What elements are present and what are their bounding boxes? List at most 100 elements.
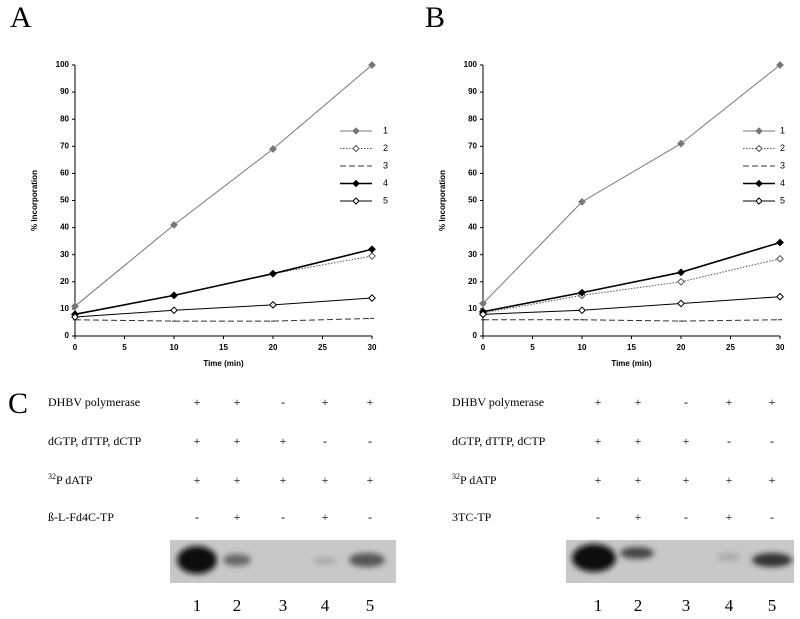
legend-marker	[755, 127, 763, 135]
y-tick-label: 90	[60, 87, 69, 96]
row-label: 32P dATP	[48, 472, 93, 487]
x-tick-label: 5	[122, 343, 127, 352]
legend-label: 5	[780, 195, 785, 205]
gel-right	[566, 540, 794, 583]
legend-marker	[352, 144, 360, 153]
series-line	[74, 64, 373, 307]
y-tick-label: 50	[468, 196, 477, 205]
row-label: dGTP, dTTP, dCTP	[48, 434, 142, 448]
x-tick-label: 0	[481, 343, 486, 352]
x-tick-label: 0	[73, 343, 78, 352]
point	[71, 302, 79, 311]
sign: +	[635, 510, 642, 524]
y-tick-label: 30	[468, 250, 477, 259]
y-axis-label: % Incorporation	[30, 170, 39, 231]
x-axis-label: Time (min)	[203, 359, 244, 368]
panel-letter: C	[8, 387, 28, 420]
legend-label: 1	[383, 125, 388, 135]
sign: +	[635, 395, 642, 409]
sign: +	[726, 510, 733, 524]
y-tick-label: 90	[468, 87, 477, 96]
row-label: DHBV polymerase	[452, 395, 544, 409]
point	[677, 268, 685, 277]
sign: +	[595, 434, 602, 448]
row-label: 3TC-TP	[452, 510, 492, 524]
x-tick-label: 25	[726, 343, 735, 352]
legend-marker	[755, 179, 763, 188]
series-line	[482, 64, 781, 304]
series-line	[482, 258, 781, 314]
lane-number: 4	[321, 596, 330, 615]
gel-left	[170, 540, 396, 583]
sign: -	[368, 434, 372, 448]
row-label: ß-L-Fd4C-TP	[48, 510, 114, 524]
y-tick-label: 60	[60, 169, 69, 178]
x-tick-label: 5	[530, 343, 535, 352]
point	[170, 220, 178, 229]
legend-label: 5	[383, 195, 388, 205]
sign: +	[635, 473, 642, 487]
point	[578, 306, 586, 315]
sign: +	[635, 434, 642, 448]
y-tick-label: 100	[56, 60, 70, 69]
point	[677, 299, 685, 308]
sign: -	[281, 510, 285, 524]
panel-letter: B	[425, 1, 445, 34]
sign: +	[322, 395, 329, 409]
sign: +	[367, 395, 374, 409]
point	[368, 294, 376, 302]
point	[368, 252, 376, 260]
point	[269, 145, 277, 153]
y-tick-label: 60	[468, 169, 477, 178]
sign: +	[194, 434, 201, 448]
row-label: dGTP, dTTP, dCTP	[452, 434, 546, 448]
legend-label: 2	[780, 143, 785, 153]
point	[479, 310, 487, 319]
y-tick-label: 20	[468, 277, 477, 286]
point	[776, 254, 784, 263]
y-tick-label: 50	[60, 196, 69, 205]
row-label: 32P dATP	[452, 472, 497, 487]
sign: +	[280, 473, 287, 487]
lane-number: 5	[768, 596, 777, 615]
legend-marker	[352, 179, 360, 188]
point	[71, 313, 79, 321]
x-tick-label: 15	[219, 343, 228, 352]
point	[776, 238, 784, 247]
legend-marker	[352, 197, 360, 205]
y-tick-label: 70	[468, 141, 477, 150]
legend-marker	[755, 197, 763, 205]
sign: -	[596, 510, 600, 524]
x-tick-label: 10	[170, 343, 179, 352]
x-tick-label: 15	[627, 343, 636, 352]
sign: +	[595, 473, 602, 487]
lane-number: 2	[634, 596, 643, 615]
x-tick-label: 30	[368, 343, 377, 352]
sign: +	[322, 510, 329, 524]
point	[368, 61, 376, 69]
label-superscript: 32	[452, 472, 460, 481]
lane-number: 3	[682, 596, 691, 615]
series-line	[74, 317, 373, 322]
y-tick-label: 80	[60, 114, 69, 123]
x-tick-label: 10	[578, 343, 587, 352]
sign: +	[280, 434, 287, 448]
x-tick-label: 25	[318, 343, 327, 352]
lane-number: 5	[366, 596, 375, 615]
point	[776, 292, 784, 301]
sign: -	[770, 434, 774, 448]
sign: -	[281, 395, 285, 409]
y-tick-label: 10	[60, 304, 69, 313]
sign: -	[323, 434, 327, 448]
legend-label: 4	[780, 178, 785, 188]
y-tick-label: 0	[65, 331, 70, 340]
y-tick-label: 40	[60, 223, 69, 232]
x-tick-label: 30	[776, 343, 785, 352]
label-text: P dATP	[460, 473, 497, 487]
label-superscript: 32	[48, 472, 56, 481]
sign: -	[684, 510, 688, 524]
x-tick-label: 20	[677, 343, 686, 352]
sign: -	[684, 395, 688, 409]
legend-label: 2	[383, 143, 388, 153]
